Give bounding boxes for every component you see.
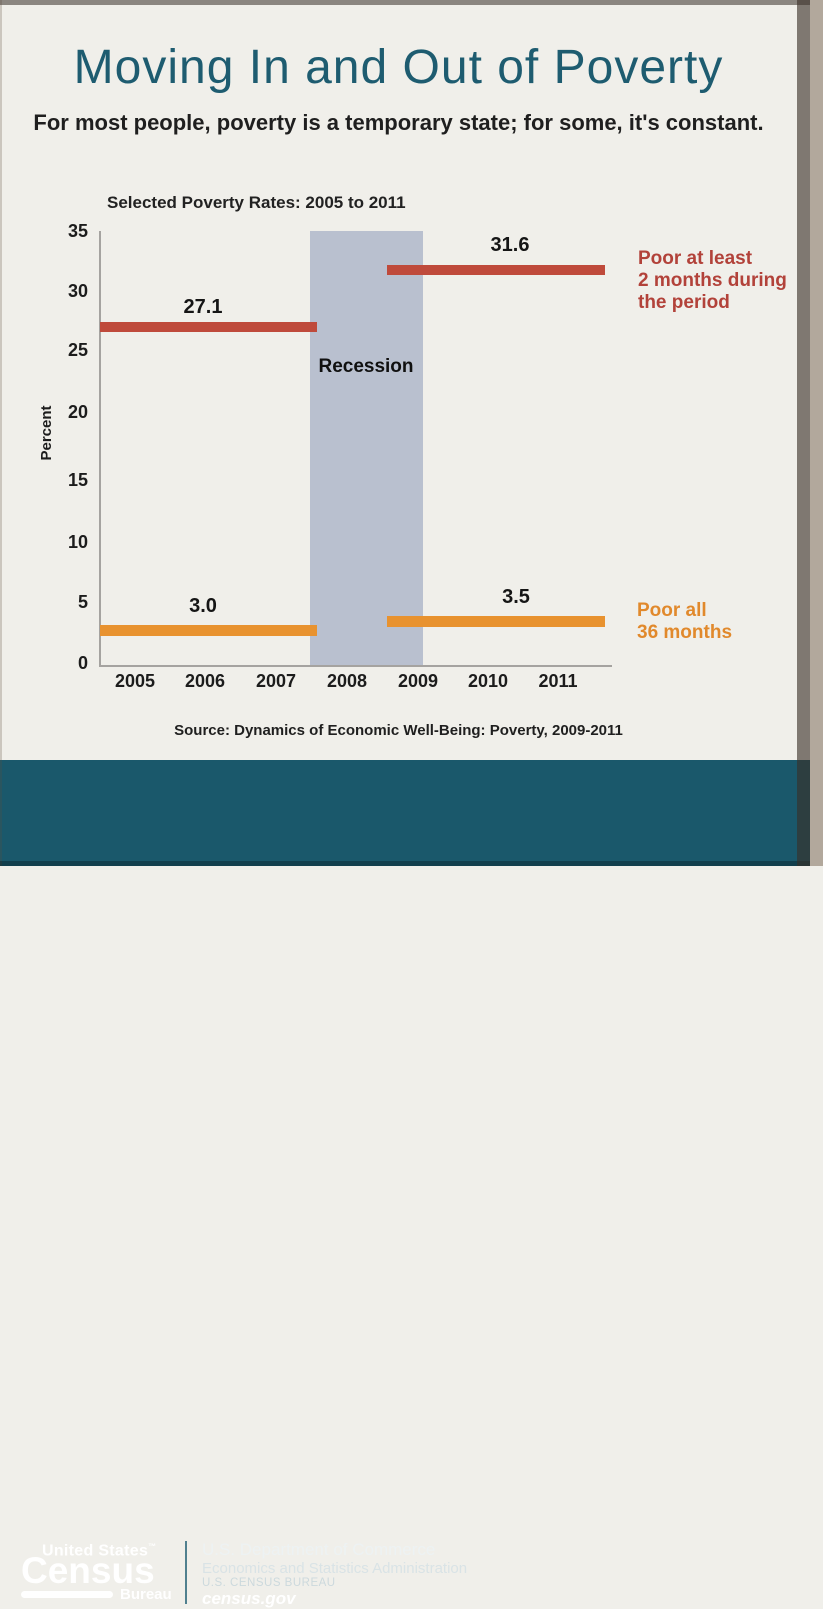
- source-note: Source: Dynamics of Economic Well-Being:…: [174, 722, 623, 739]
- page-subtitle: For most people, poverty is a temporary …: [33, 110, 764, 135]
- y-tick-35: 35: [67, 221, 88, 241]
- census-logo-wordmark: Census: [21, 1550, 155, 1591]
- bar-poor-36-months-2005-2007: [100, 625, 317, 636]
- census-bureau-line: U.S. CENSUS BUREAU: [202, 1577, 336, 1589]
- x-tick-2010: 2010: [467, 671, 509, 691]
- value-label-3-0: 3.0: [189, 595, 217, 617]
- esa-line: Economics and Statistics Administration: [202, 1560, 468, 1577]
- chart-title: Selected Poverty Rates: 2005 to 2011: [107, 193, 406, 212]
- top-edge-strip: [0, 0, 810, 5]
- x-tick-2009: 2009: [397, 671, 439, 691]
- x-tick-2011: 2011: [538, 671, 578, 691]
- legend-poor-36-months: Poor all 36 months: [637, 600, 733, 643]
- bar-poor-2-months-2005-2007: [100, 322, 317, 332]
- x-tick-2007: 2007: [255, 671, 297, 691]
- value-label-31-6: 31.6: [490, 234, 530, 256]
- bottom-edge-strip: [0, 861, 810, 866]
- right-tan-strip: [810, 0, 823, 866]
- y-tick-0: 0: [77, 653, 88, 673]
- dept-of-commerce-line: U.S. Department of Commerce: [202, 1540, 436, 1559]
- legend-poor-2-months: Poor at least 2 months during the period: [638, 248, 787, 313]
- page-title: Moving In and Out of Poverty: [73, 41, 724, 94]
- y-tick-15: 15: [67, 470, 88, 490]
- y-tick-10: 10: [67, 532, 88, 552]
- y-tick-25: 25: [67, 340, 88, 360]
- trademark-symbol: ™: [148, 1542, 157, 1551]
- recession-label: Recession: [318, 356, 414, 377]
- bar-poor-36-months-2009-2011: [387, 616, 605, 627]
- census-logo-underline-bar: [21, 1591, 113, 1598]
- left-edge-strip: [0, 0, 2, 866]
- y-axis-line: [99, 231, 101, 667]
- x-tick-2008: 2008: [326, 671, 368, 691]
- y-tick-30: 30: [67, 281, 88, 301]
- y-tick-20: 20: [67, 402, 88, 422]
- value-label-3-5: 3.5: [502, 586, 530, 608]
- right-shadow-strip: [797, 0, 810, 866]
- y-tick-5: 5: [77, 592, 88, 612]
- x-axis-line: [99, 665, 612, 667]
- bar-poor-2-months-2009-2011: [387, 265, 605, 275]
- footer: United States™ Census Bureau U.S. Depart…: [0, 760, 810, 1608]
- x-tick-2006: 2006: [184, 671, 226, 691]
- recession-band: [310, 231, 423, 665]
- census-logo-bureau: Bureau: [120, 1586, 172, 1603]
- census-gov-text: census.gov: [202, 1589, 296, 1608]
- x-tick-2005: 2005: [114, 671, 156, 691]
- footer-divider: [185, 1541, 187, 1604]
- value-label-27-1: 27.1: [183, 296, 223, 318]
